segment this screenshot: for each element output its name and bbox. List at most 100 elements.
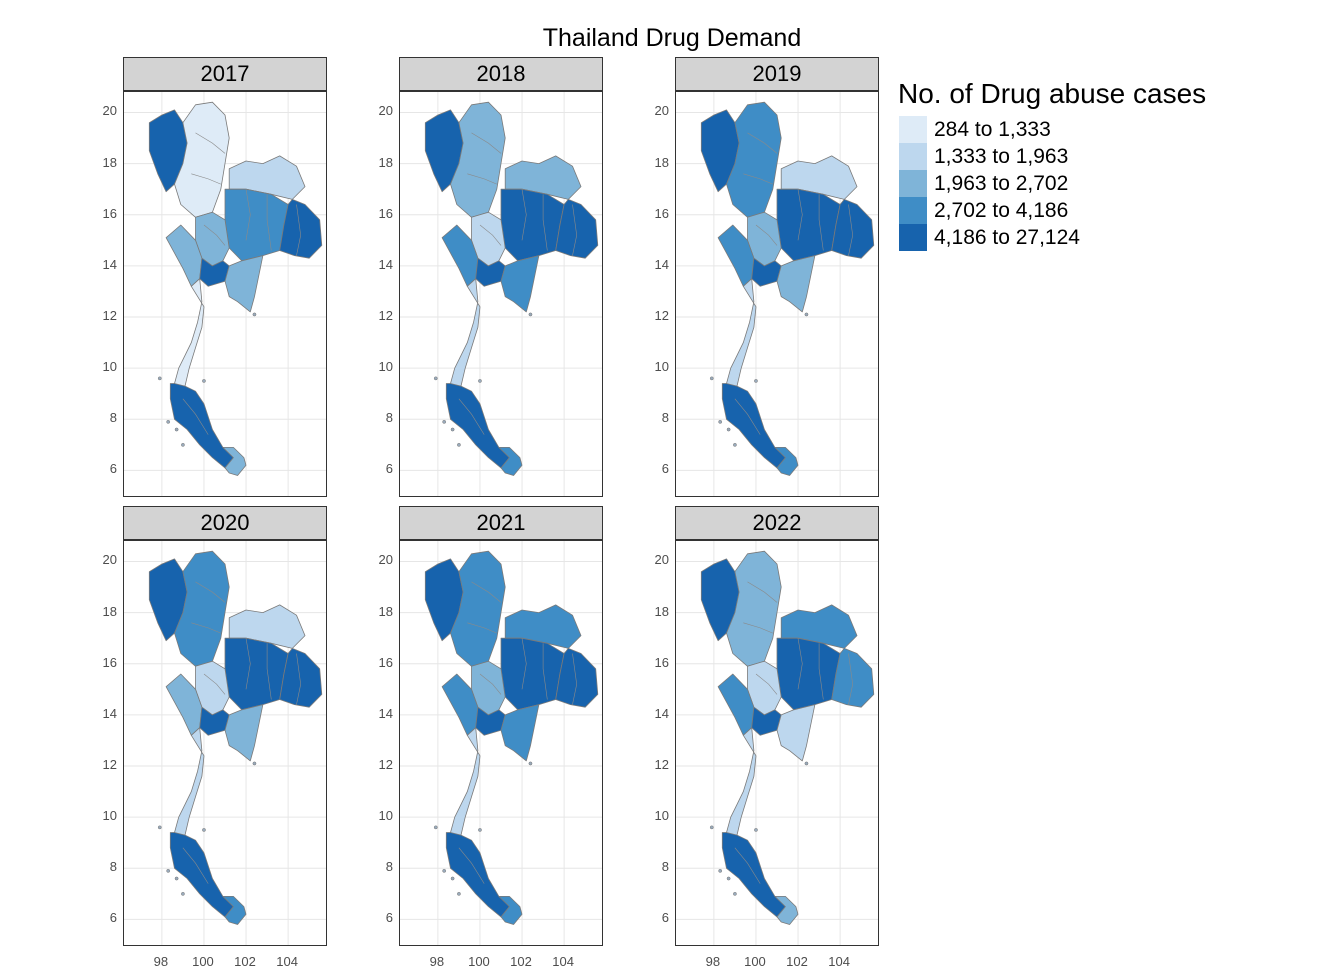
- island: [718, 868, 723, 873]
- region-north-east-core: [776, 188, 841, 262]
- y-tick-label: 20: [102, 552, 117, 568]
- island: [157, 825, 162, 830]
- region-south-tip: [774, 446, 799, 476]
- x-tick-label: 102: [786, 954, 808, 969]
- y-tick-label: 12: [654, 308, 669, 323]
- region-north-east-core: [224, 188, 289, 262]
- province-boundary: [848, 653, 854, 705]
- region-east: [224, 255, 264, 313]
- y-tick-label: 6: [385, 910, 393, 926]
- y-tick-label: 16: [102, 205, 117, 221]
- island: [157, 376, 162, 381]
- y-tick-label: 20: [378, 552, 393, 568]
- island: [733, 892, 737, 896]
- province-boundary: [521, 189, 527, 241]
- region-south: [721, 383, 786, 469]
- province-boundary: [734, 398, 761, 435]
- y-tick-label: 20: [378, 103, 393, 119]
- map-plot-area: [675, 91, 879, 497]
- province-boundary: [818, 194, 824, 251]
- map-plot-area: [123, 91, 327, 497]
- province-boundary: [191, 173, 221, 185]
- province-boundary: [572, 653, 578, 705]
- region-north-core: [174, 550, 230, 667]
- choropleth-map: [676, 92, 878, 496]
- legend-item: 2,702 to 4,186: [899, 197, 1206, 224]
- x-tick-label: 100: [744, 954, 766, 969]
- region-north-east-core: [500, 637, 565, 711]
- y-tick-label: 14: [102, 705, 117, 721]
- y-tick-label: 6: [109, 910, 117, 926]
- region-south-tip: [222, 895, 247, 925]
- province-boundary: [296, 653, 302, 705]
- x-tick-label: 98: [429, 954, 445, 969]
- y-tick-label: 14: [102, 256, 117, 272]
- province-boundary: [818, 643, 824, 700]
- province-boundary: [747, 132, 778, 154]
- map-plot-area: [123, 540, 327, 946]
- legend-label: 1,963 to 2,702: [934, 172, 1069, 195]
- choropleth-map: [676, 541, 878, 945]
- province-boundary: [747, 581, 778, 603]
- region-south-tip: [498, 446, 523, 476]
- province-boundary: [296, 204, 302, 256]
- island: [252, 312, 257, 317]
- legend-item: 1,963 to 2,702: [899, 170, 1206, 197]
- region-south: [169, 383, 234, 469]
- province-boundary: [245, 189, 251, 241]
- y-tick-label: 12: [378, 757, 393, 772]
- y-tick-label: 10: [102, 808, 117, 824]
- facet-strip-label: 2018: [399, 57, 603, 91]
- y-tick-label: 18: [378, 154, 393, 170]
- y-tick-label: 6: [661, 461, 669, 477]
- island: [433, 376, 438, 381]
- province-boundary: [743, 622, 773, 634]
- y-tick-label: 8: [661, 410, 669, 426]
- y-tick-label: 14: [654, 705, 669, 721]
- map-plot-area: [399, 91, 603, 497]
- y-tick-label: 20: [654, 103, 669, 119]
- island: [202, 379, 206, 383]
- region-peninsula-upper: [726, 278, 757, 395]
- region-peninsula-upper: [174, 278, 205, 395]
- province-boundary: [755, 673, 778, 695]
- island: [754, 379, 758, 383]
- y-tick-label: 6: [109, 461, 117, 477]
- island: [754, 828, 758, 832]
- island: [166, 419, 171, 424]
- island: [478, 828, 482, 832]
- island: [457, 443, 461, 447]
- legend-label: 1,333 to 1,963: [934, 145, 1069, 168]
- island: [804, 761, 809, 766]
- province-boundary: [479, 224, 502, 246]
- island: [174, 427, 179, 432]
- y-tick-label: 14: [378, 705, 393, 721]
- y-tick-label: 14: [654, 256, 669, 272]
- y-tick-label: 10: [654, 808, 669, 824]
- province-boundary: [458, 847, 485, 884]
- island: [442, 868, 447, 873]
- y-tick-label: 8: [109, 859, 117, 875]
- island: [202, 828, 206, 832]
- y-tick-label: 18: [378, 603, 393, 619]
- province-boundary: [797, 189, 803, 241]
- region-north-core: [450, 550, 506, 667]
- y-tick-label: 16: [378, 654, 393, 670]
- province-boundary: [191, 622, 221, 634]
- region-south-tip: [498, 895, 523, 925]
- province-boundary: [266, 643, 272, 700]
- facet-strip-label: 2022: [675, 506, 879, 540]
- island: [718, 419, 723, 424]
- province-boundary: [572, 204, 578, 256]
- region-south-tip: [222, 446, 247, 476]
- island: [804, 312, 809, 317]
- region-peninsula-upper: [726, 727, 757, 844]
- island: [433, 825, 438, 830]
- province-boundary: [521, 638, 527, 690]
- legend-item: 4,186 to 27,124: [899, 224, 1206, 251]
- y-tick-label: 14: [378, 256, 393, 272]
- region-peninsula-upper: [174, 727, 205, 844]
- province-boundary: [195, 581, 226, 603]
- region-north-east-east: [555, 648, 599, 708]
- y-tick-label: 6: [385, 461, 393, 477]
